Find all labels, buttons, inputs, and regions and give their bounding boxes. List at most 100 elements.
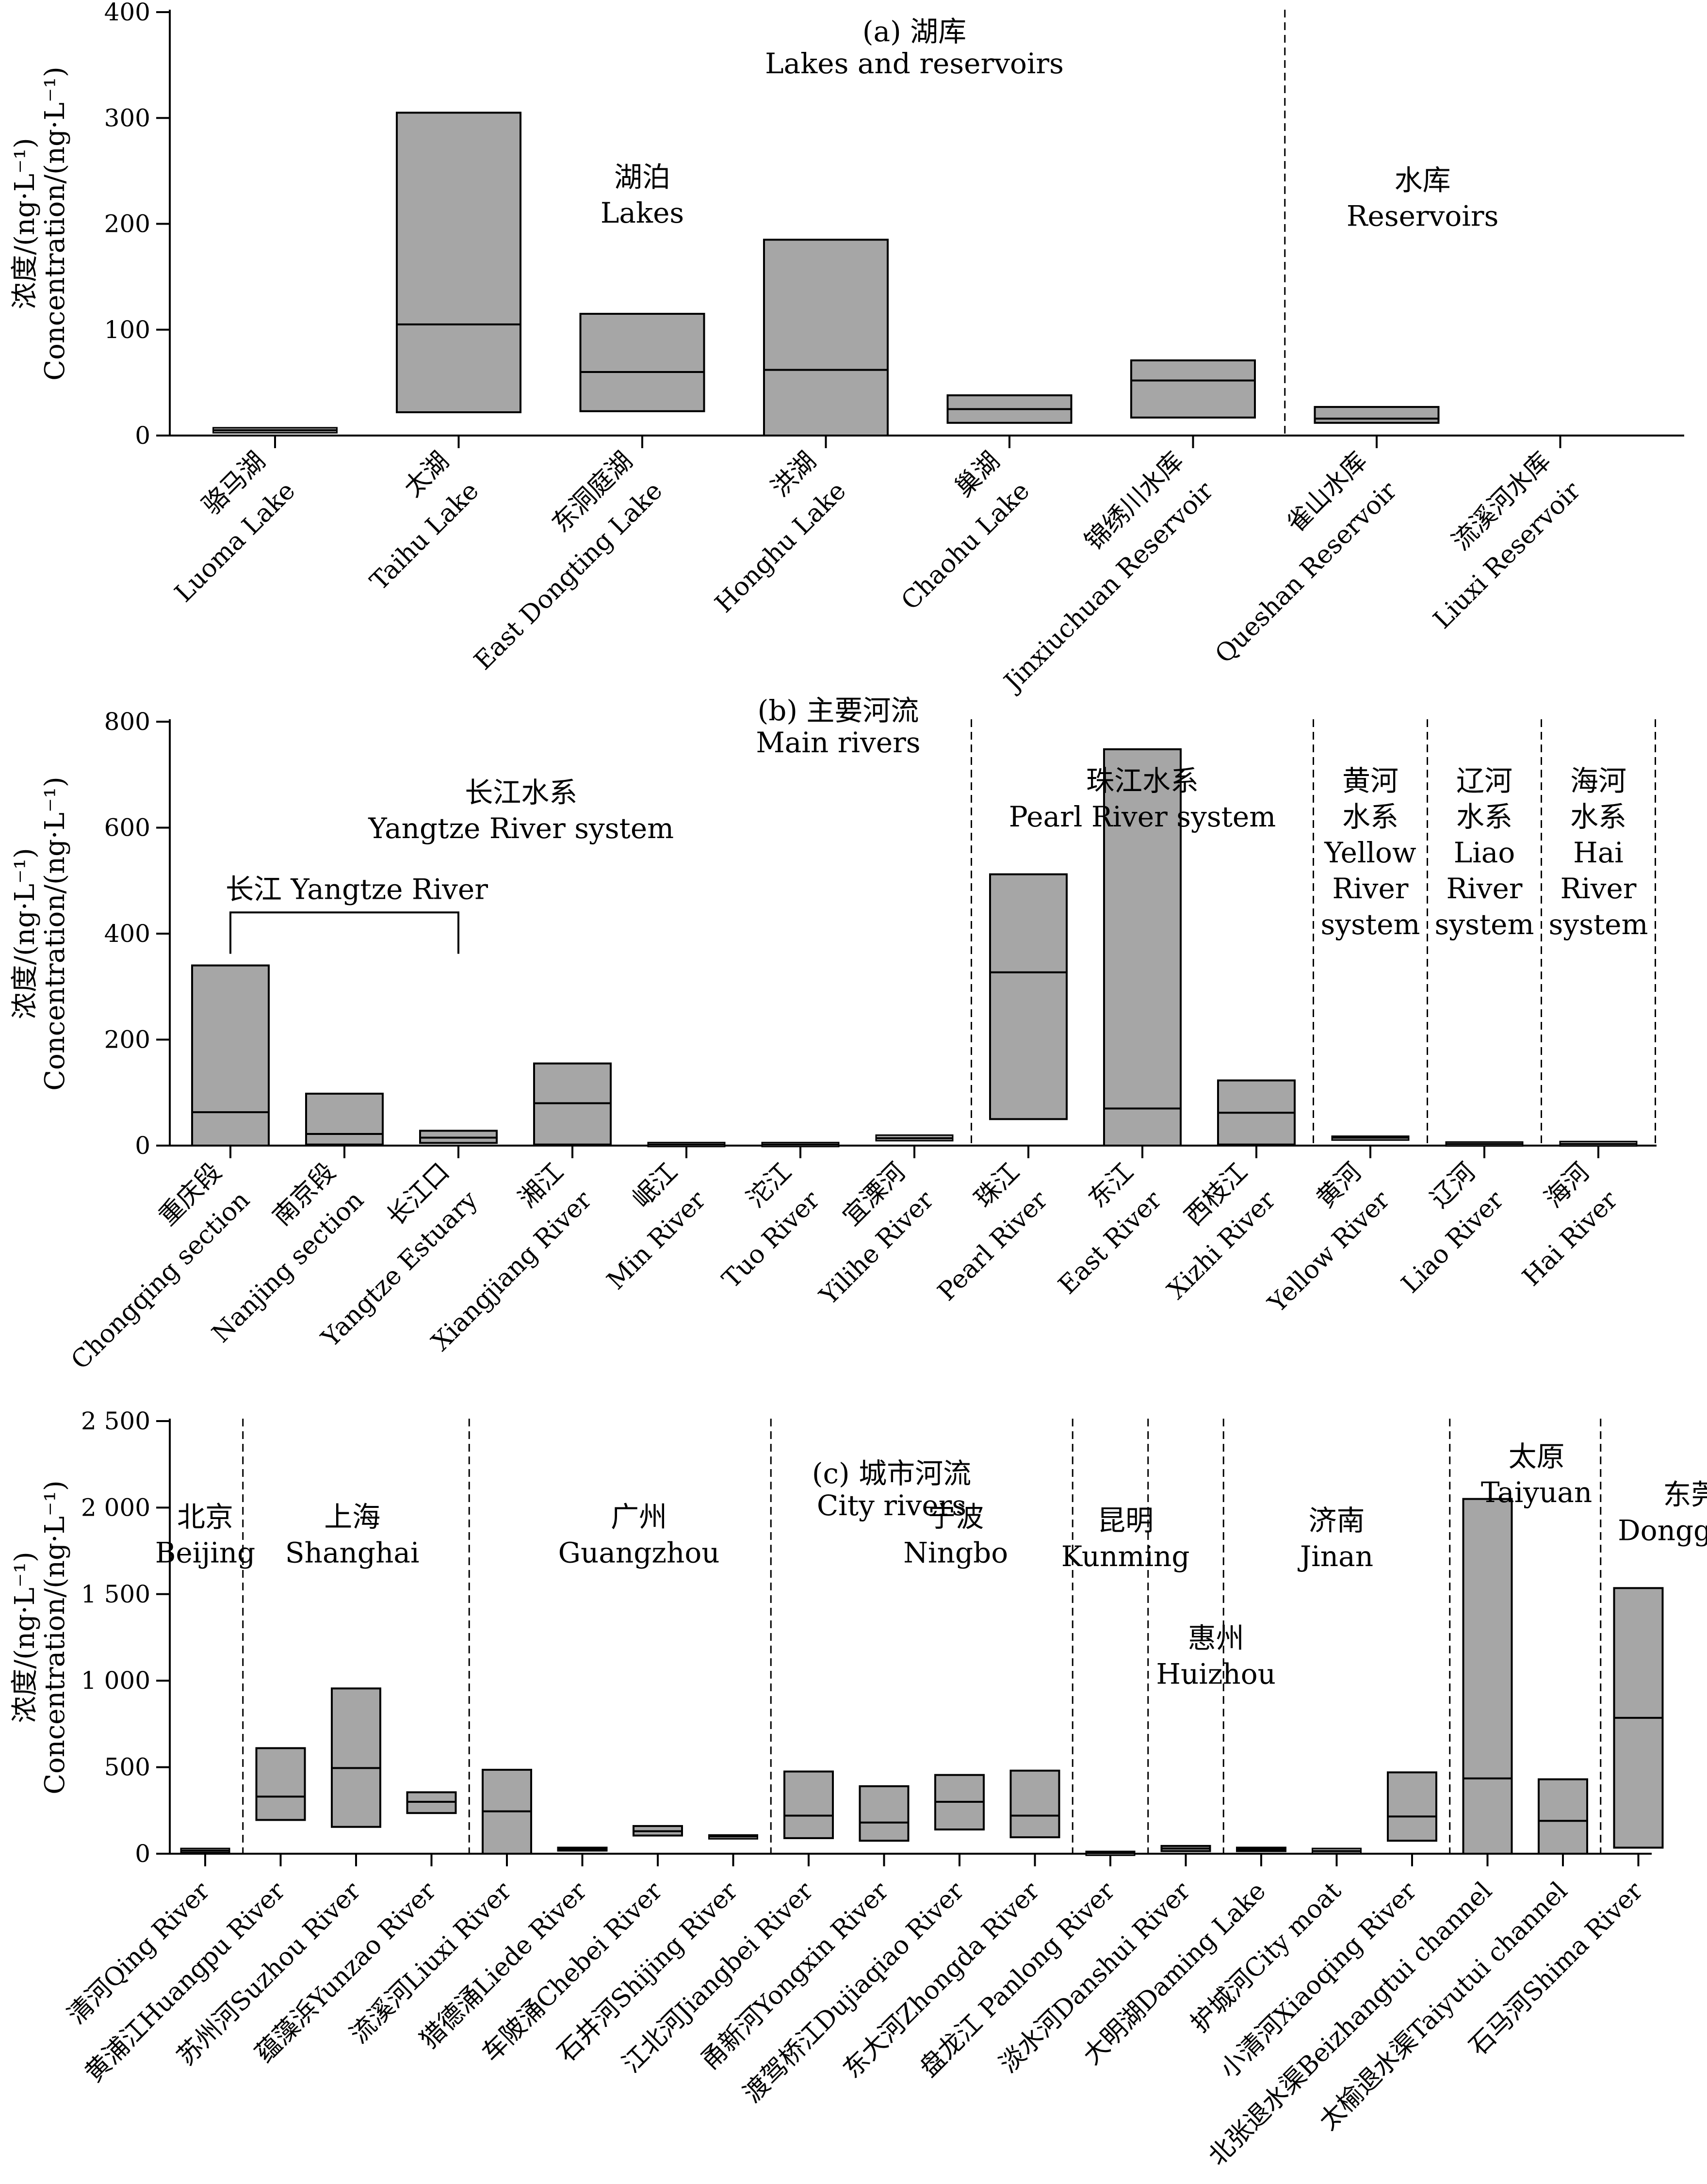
y-tick-label: 200 [104, 210, 150, 238]
chart-title: Main rivers [756, 726, 920, 759]
box [1387, 1771, 1437, 1842]
y-axis-label-line: 浓度/(ng·L⁻¹) [9, 138, 41, 309]
bracket-label: 长江 Yangtze River [226, 873, 488, 906]
group-label: system [1435, 908, 1534, 941]
group-label: River [1446, 872, 1522, 905]
group-label: 上海 [324, 1501, 380, 1534]
chart-title: City rivers [817, 1489, 966, 1522]
category-label: 清河Qing River [62, 1877, 215, 2030]
group-label: Taiyuan [1481, 1476, 1592, 1509]
group-label: Guangzhou [558, 1537, 720, 1569]
box [1009, 1769, 1060, 1839]
y-tick-label: 0 [135, 421, 150, 450]
group-label: 辽河 [1456, 764, 1512, 797]
box [783, 1770, 834, 1839]
group-label: 珠江水系 [1086, 764, 1199, 797]
y-axis-label-line: Concentration/(ng·L⁻¹) [39, 66, 71, 381]
group-label: 水系 [1342, 800, 1398, 833]
y-axis-label-line: 浓度/(ng·L⁻¹) [9, 1552, 41, 1723]
y-axis-label: 浓度/(ng·L⁻¹)Concentration/(ng·L⁻¹) [9, 777, 71, 1091]
box [331, 1687, 381, 1828]
group-label: 湖泊 [614, 161, 670, 194]
y-axis-label-line: Concentration/(ng·L⁻¹) [39, 1480, 71, 1795]
panel-b: 0 200 400 600 800 浓度/(ng·L⁻¹)Concentration/(n… [9, 694, 1657, 1375]
chart-title: (a) 湖库 [862, 15, 966, 48]
group-label: 东莞 [1663, 1478, 1707, 1511]
group-label: 黄河 [1342, 764, 1398, 797]
group-label: system [1549, 908, 1648, 941]
group-label: 昆明 [1097, 1504, 1154, 1537]
group-label: Huizhou [1156, 1657, 1276, 1690]
box [1462, 1498, 1513, 1855]
box [1130, 359, 1256, 419]
group-label: Shanghai [285, 1537, 420, 1569]
group-label: Yellow [1324, 836, 1416, 869]
chart-title: (c) 城市河流 [812, 1457, 971, 1490]
box [255, 1747, 306, 1821]
group-label: Yangtze River system [368, 812, 674, 845]
box [396, 112, 521, 413]
y-tick-label: 400 [104, 920, 150, 948]
box [191, 964, 270, 1147]
box [859, 1785, 910, 1842]
category-label-text: 清河Qing River [62, 1877, 215, 2030]
y-axis-label-line: Concentration/(ng·L⁻¹) [39, 777, 71, 1091]
group-label: 海河 [1570, 764, 1626, 797]
y-tick-label: 0 [135, 1840, 150, 1868]
group-label: Lakes [601, 196, 684, 229]
group-label: 水系 [1456, 800, 1512, 833]
box [1538, 1778, 1588, 1855]
box [763, 239, 889, 437]
group-label: 长江水系 [465, 776, 577, 809]
group-label: Ningbo [903, 1537, 1008, 1569]
group-label: 宁波 [927, 1501, 984, 1534]
y-tick-label: 2 000 [81, 1493, 150, 1521]
y-tick-label: 0 [135, 1132, 150, 1160]
group-label: Liao [1454, 836, 1515, 869]
group-label: River [1560, 872, 1636, 905]
box [579, 313, 705, 412]
y-tick-label: 400 [104, 0, 150, 26]
group-label: Reservoirs [1347, 200, 1499, 233]
box [989, 873, 1068, 1120]
y-tick-label: 200 [104, 1026, 150, 1054]
group-label: 水库 [1395, 164, 1451, 197]
chart-title: Lakes and reservoirs [765, 47, 1064, 80]
y-tick-label: 2 500 [81, 1407, 150, 1435]
group-label: 水系 [1570, 800, 1626, 833]
group-label: River [1332, 872, 1408, 905]
group-label: Pearl River system [1009, 800, 1276, 833]
group-label: 太原 [1509, 1440, 1565, 1473]
bracket [229, 911, 459, 954]
group-label: Dongguan [1618, 1514, 1707, 1547]
group-label: Kunming [1061, 1540, 1190, 1573]
group-label: 北京 [177, 1501, 233, 1534]
panel-c: 0 500 1 000 1 500 2 000 2 500 浓度/(ng·L⁻¹)Conce… [9, 1407, 1707, 2171]
panel-a: 0 100 200 300 400 浓度/(ng·L⁻¹)Concentration/(n… [9, 0, 1684, 698]
box [1103, 748, 1182, 1147]
group-label: Hai [1573, 836, 1624, 869]
y-tick-label: 500 [104, 1753, 150, 1781]
y-tick-label: 100 [104, 316, 150, 344]
group-label: 广州 [611, 1501, 667, 1534]
y-tick-label: 600 [104, 814, 150, 842]
chart-title: (b) 主要河流 [758, 694, 919, 727]
